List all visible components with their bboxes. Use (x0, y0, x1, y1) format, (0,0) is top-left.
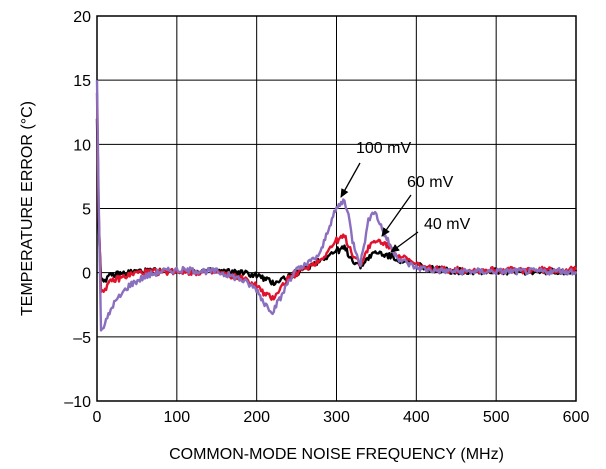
x-tick-label: 500 (483, 409, 510, 426)
annotation-arrow-40-mv (391, 232, 418, 252)
y-tick-label: 15 (73, 73, 91, 90)
y-tick-label: 10 (73, 137, 91, 154)
x-tick-label: 300 (323, 409, 350, 426)
y-tick-label: 5 (82, 202, 91, 219)
x-tick-label: 600 (563, 409, 590, 426)
y-tick-label: 0 (82, 266, 91, 283)
annotation-label-40-mv: 40 mV (424, 216, 471, 233)
y-tick-label: 20 (73, 9, 91, 26)
tick-labels: 0 100 200 300 400 500 600 –10 –5 0 5 10 15 20 (64, 9, 589, 426)
annotation-arrow-60-mv (382, 195, 411, 236)
x-axis-title: COMMON-MODE NOISE FREQUENCY (MHz) (169, 446, 504, 463)
x-tick-label: 200 (243, 409, 270, 426)
annotation-arrow-100-mv (341, 163, 360, 197)
annotation-label-100-mv: 100 mV (356, 140, 411, 157)
x-tick-label: 100 (163, 409, 190, 426)
annotations: 100 mV 60 mV 40 mV (341, 140, 471, 252)
annotation-label-60-mv: 60 mV (407, 174, 454, 191)
x-tick-label: 0 (93, 409, 102, 426)
y-axis-title: TEMPERATURE ERROR (°C) (19, 101, 36, 316)
y-tick-label: –5 (73, 330, 91, 347)
y-tick-label: –10 (64, 394, 91, 411)
x-tick-label: 400 (403, 409, 430, 426)
